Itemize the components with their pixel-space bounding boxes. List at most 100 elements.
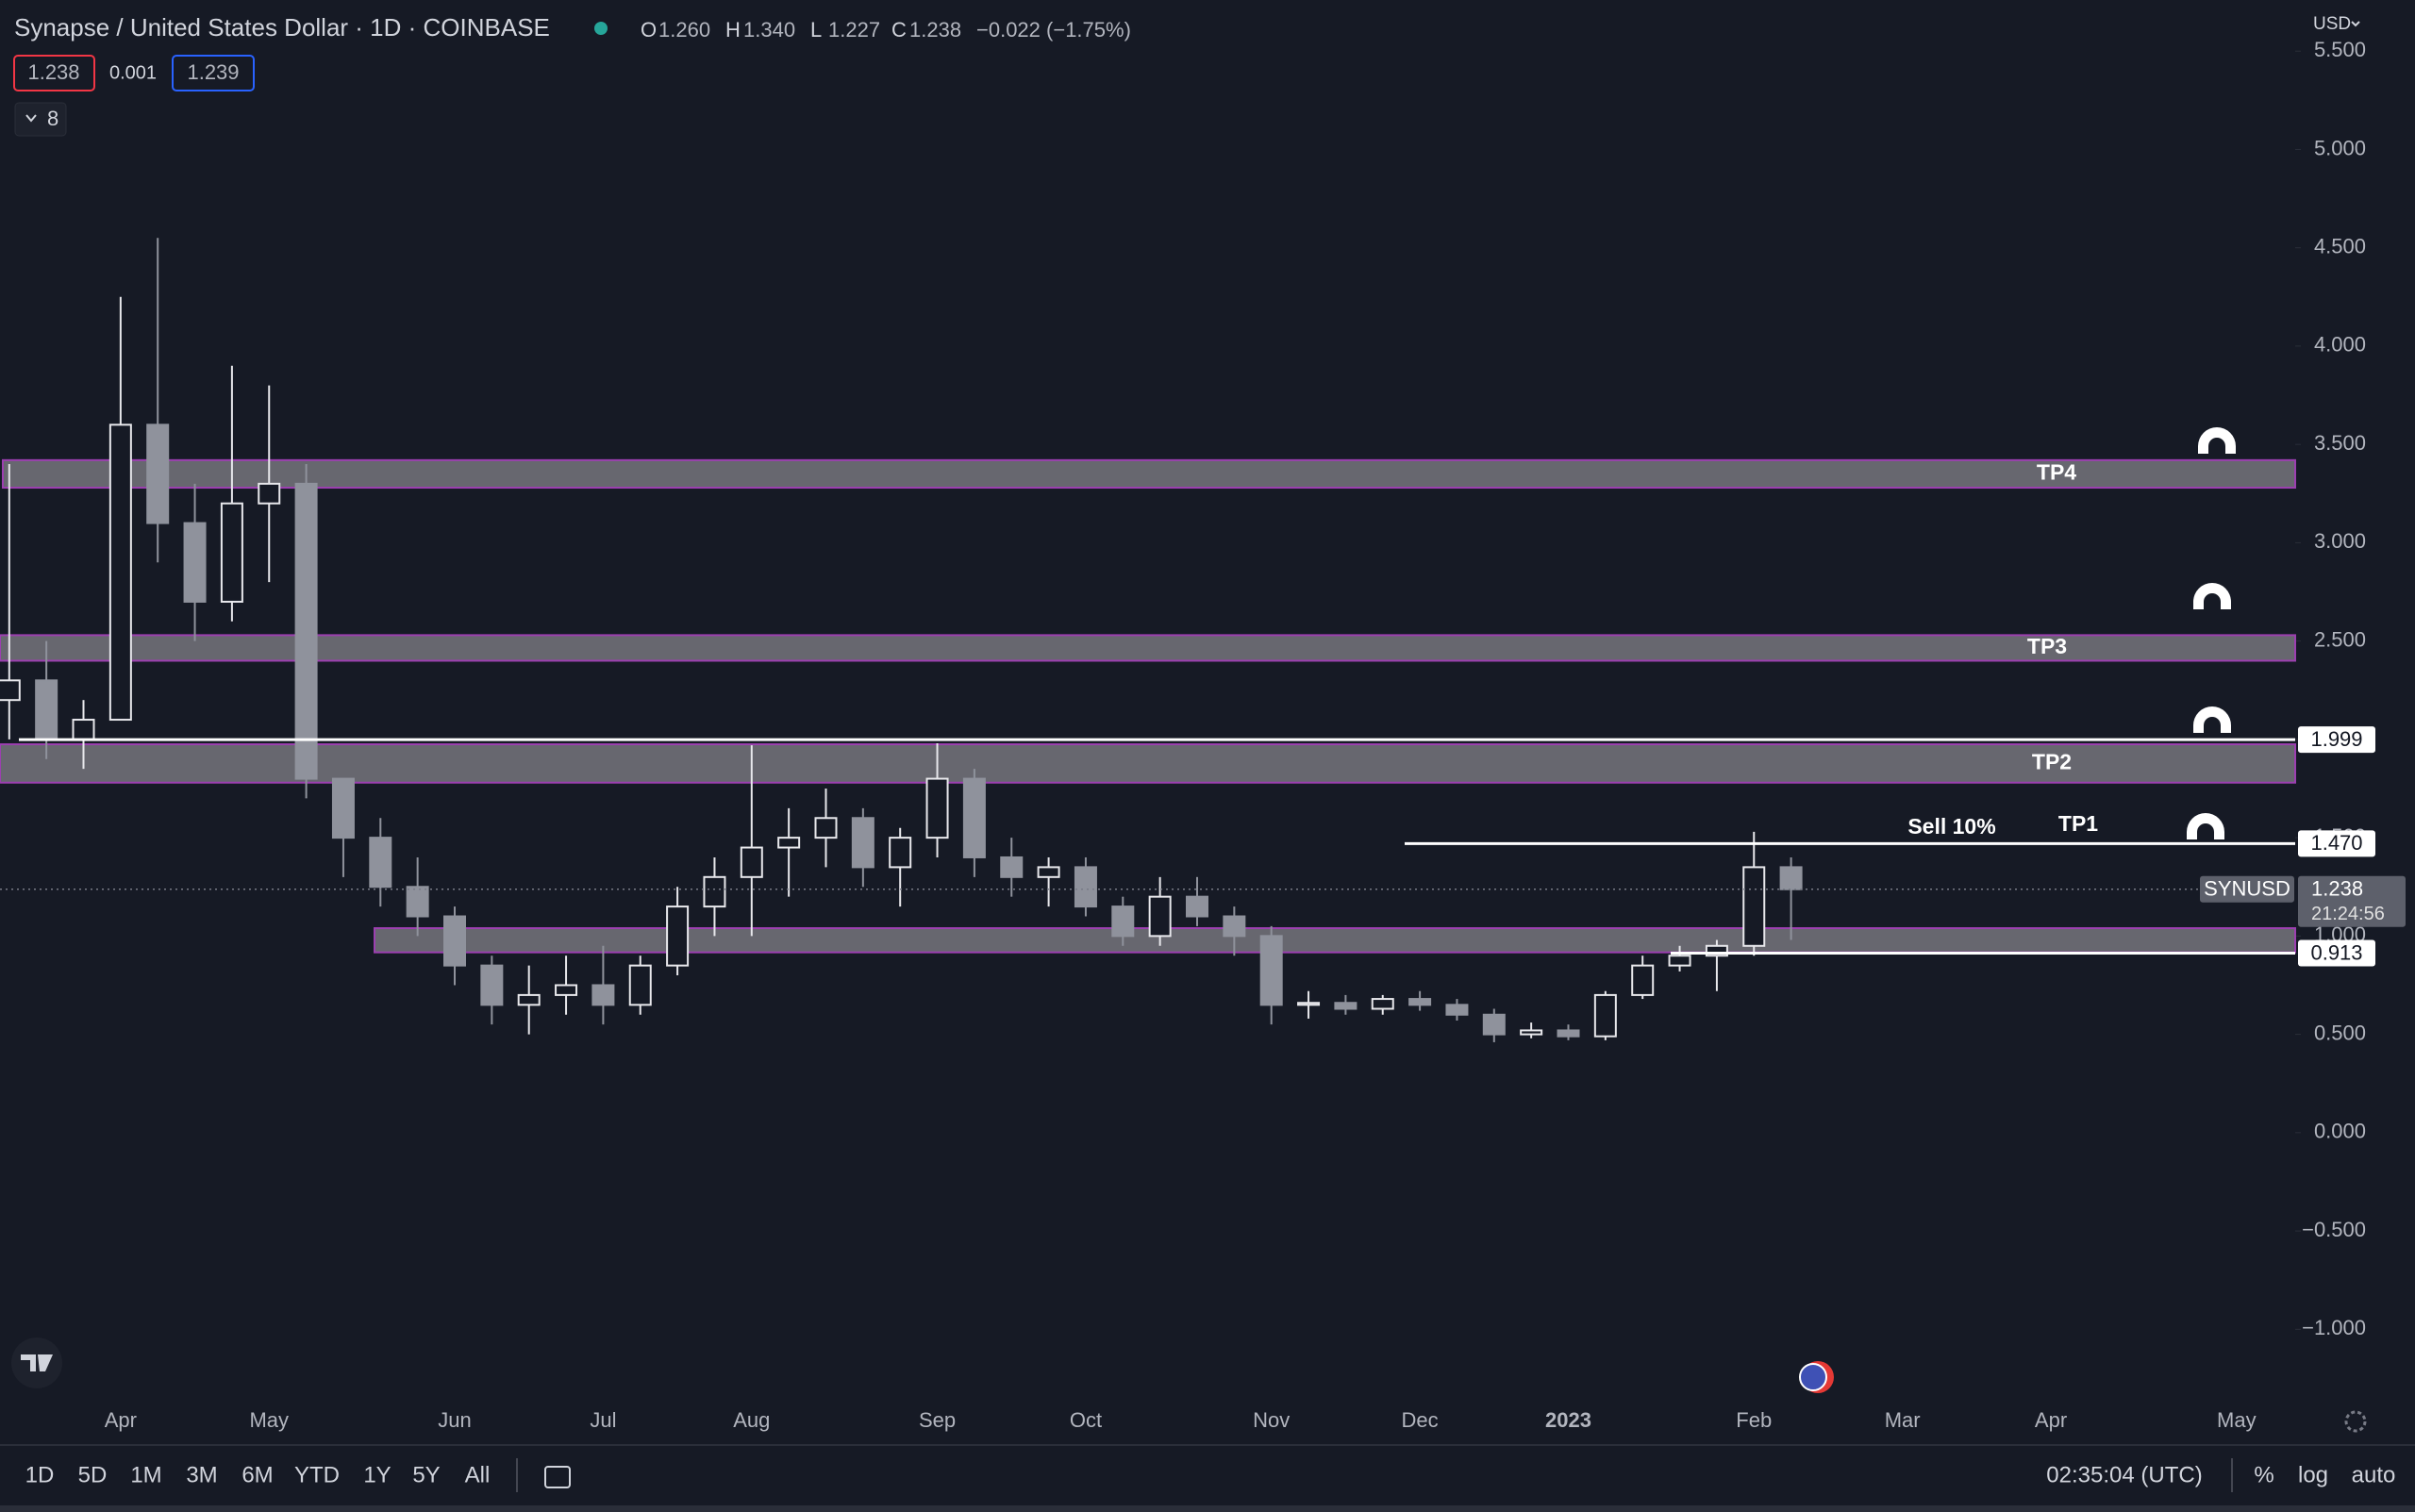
candle-body [1297, 1002, 1321, 1006]
candle-body [777, 837, 801, 849]
symbol-title: Synapse / United States Dollar · 1D · CO… [14, 13, 550, 42]
candle-body [108, 424, 132, 722]
candle-body [628, 964, 652, 1006]
indicator-toggle[interactable] [14, 102, 67, 137]
range-button[interactable]: 1D [25, 1462, 55, 1487]
magnet-icon [2193, 583, 2231, 609]
calendar-icon[interactable] [544, 1466, 571, 1488]
candle-body [1037, 866, 1060, 878]
ohlc-value: 1.227 [828, 18, 880, 42]
candle-body [666, 906, 690, 967]
candle-body [814, 817, 838, 839]
candle-body [1111, 906, 1135, 938]
zone-label: TP2 [2032, 749, 2072, 773]
x-tick-label: Dec [1402, 1408, 1439, 1432]
magnet-icon [2187, 813, 2224, 839]
range-button[interactable]: All [465, 1462, 491, 1487]
candle-body [1779, 866, 1803, 890]
symbol-tag-label: SYNUSD [2204, 877, 2290, 901]
x-tick-label: Mar [1885, 1408, 1921, 1432]
bottom-edge [0, 1505, 2415, 1512]
ohlc-value: 1.260 [658, 18, 710, 42]
scale-option[interactable]: % [2254, 1462, 2273, 1487]
spread: 0.001 [109, 62, 157, 83]
x-tick-label: May [2217, 1408, 2257, 1432]
candle-body [1371, 998, 1394, 1010]
candle-body [1557, 1029, 1580, 1038]
logo[interactable] [11, 1338, 62, 1388]
candle-body [183, 522, 207, 603]
countdown: 21:24:56 [2311, 904, 2385, 924]
candle-body [1668, 955, 1691, 967]
candle-body [35, 679, 58, 740]
x-tick-label: 2023 [1545, 1408, 1591, 1432]
zone-label: TP4 [2037, 460, 2076, 485]
candle-body [1000, 856, 1024, 878]
range-button[interactable]: 6M [242, 1462, 273, 1487]
zone-label: TP3 [2027, 634, 2067, 658]
zone [0, 743, 2296, 784]
change: −0.022 (−1.75%) [976, 18, 1131, 42]
candle-body [889, 837, 912, 869]
event-flag-icon [1799, 1363, 1827, 1391]
candle-body [851, 817, 874, 869]
symbol-tag [2200, 875, 2294, 903]
plot-area: 5.5005.0004.5004.0003.5003.0002.5002.000… [0, 38, 2406, 1432]
candle-body [0, 679, 21, 702]
x-tick-label: Aug [733, 1408, 770, 1432]
price-tag-label: 1.238 [2311, 877, 2363, 901]
toolbar: 1D 5D 1M 3M 6M YTD 1Y 5Y All% log auto [25, 1462, 2396, 1487]
bid[interactable]: 1.238 [27, 60, 79, 84]
candle-body [1408, 998, 1432, 1006]
y-tick-label: 2.500 [2314, 627, 2366, 651]
candle-body [331, 777, 355, 839]
range-button[interactable]: 1M [130, 1462, 161, 1487]
zone [2, 458, 2296, 490]
range-button[interactable]: 3M [186, 1462, 217, 1487]
x-tick-label: Jun [438, 1408, 471, 1432]
settings-icon[interactable] [2344, 1410, 2367, 1433]
ohlc-key: C [891, 18, 907, 42]
x-tick-label: Nov [1253, 1408, 1290, 1432]
y-tick-label: 0.500 [2314, 1021, 2366, 1044]
indicator-count[interactable]: 8 [47, 107, 58, 130]
x-tick-label: Feb [1736, 1408, 1772, 1432]
candle-body [369, 837, 392, 889]
x-tick-label: Oct [1070, 1408, 1102, 1432]
clock[interactable]: 02:35:04 (UTC) [2046, 1462, 2202, 1487]
price-tag [2298, 875, 2406, 927]
range-button[interactable]: YTD [294, 1462, 340, 1487]
candle-body [591, 984, 615, 1006]
candle-body [443, 915, 466, 967]
logo-mark [21, 1354, 53, 1371]
y-tick-label: 4.500 [2314, 234, 2366, 258]
level-tag-label: 1.999 [2310, 727, 2362, 751]
y-tick-label: 0.000 [2314, 1120, 2366, 1143]
x-tick-label: Apr [105, 1408, 137, 1432]
range-button[interactable]: 1Y [363, 1462, 391, 1487]
x-tick-label: Sep [919, 1408, 956, 1432]
scale-option[interactable]: auto [2352, 1462, 2396, 1487]
magnet-icon [2198, 427, 2236, 454]
candle-body [1223, 915, 1246, 938]
chevron-icon [2351, 21, 2360, 27]
y-tick-label: 5.000 [2314, 136, 2366, 159]
magnet-icon [2193, 706, 2231, 733]
x-tick-label: Jul [590, 1408, 616, 1432]
bid-box[interactable] [13, 55, 95, 91]
ask[interactable]: 1.239 [187, 60, 239, 84]
x-tick-label: May [249, 1408, 289, 1432]
level-tag [2298, 726, 2375, 754]
ask-box[interactable] [172, 55, 255, 91]
scale-option[interactable]: log [2298, 1462, 2328, 1487]
candle-body [220, 502, 243, 603]
ohlc-value: 1.340 [743, 18, 795, 42]
candle-body [146, 424, 170, 524]
candle-body [294, 482, 318, 780]
range-button[interactable]: 5D [78, 1462, 108, 1487]
ohlc: O 1.260 H 1.340 L 1.227 C 1.238 [641, 18, 961, 42]
range-button[interactable]: 5Y [412, 1462, 440, 1487]
y-tick-label: −1.000 [2302, 1316, 2366, 1339]
currency[interactable]: USD [2313, 14, 2351, 34]
status-dot [594, 22, 608, 35]
